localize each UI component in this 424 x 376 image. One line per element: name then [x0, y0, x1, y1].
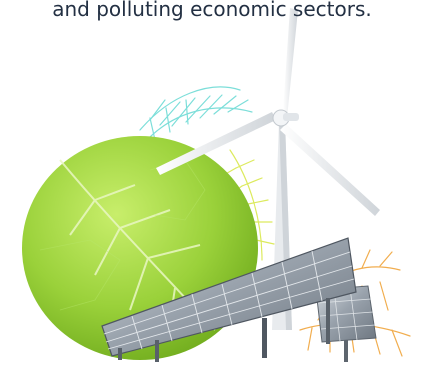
- solar-panels: [101, 237, 377, 362]
- caption-text: and polluting economic sectors.: [52, 0, 372, 21]
